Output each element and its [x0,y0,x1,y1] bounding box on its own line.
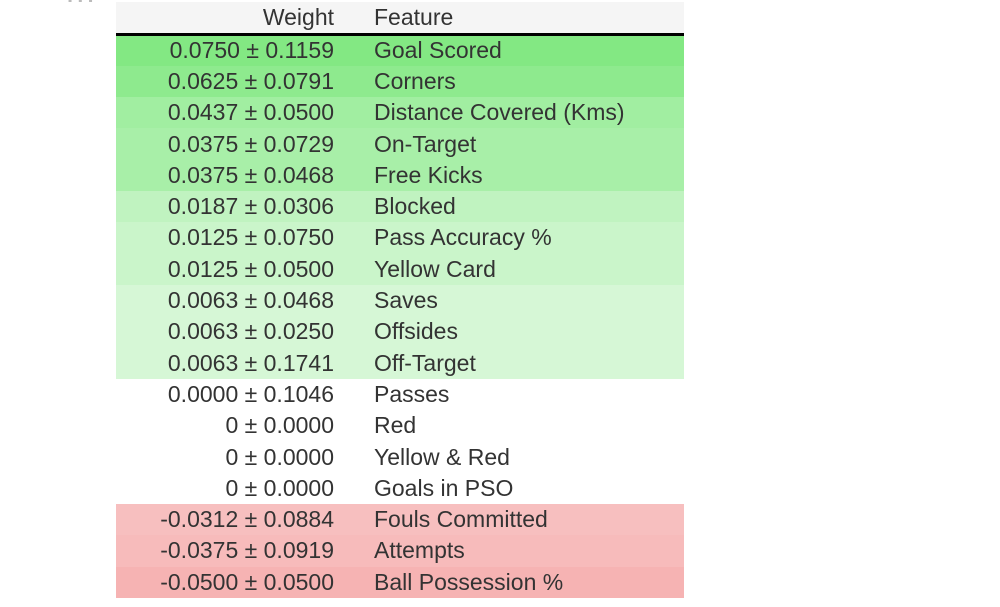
table-row: 0.0125 ± 0.0750 Pass Accuracy % [116,222,684,254]
feature-cell: Yellow & Red [374,443,510,470]
corner-marks-icon: ▪▪▪ [68,0,102,2]
table-row: 0 ± 0.0000 Yellow & Red [116,441,684,473]
weight-cell: 0.0750 ± 0.1159 [169,37,334,64]
feature-cell: Offsides [374,318,458,345]
table-row: 0.0375 ± 0.0729 On-Target [116,128,684,160]
weight-cell: 0.0437 ± 0.0500 [167,99,334,126]
weight-cell: 0.0063 ± 0.0468 [167,287,334,314]
feature-cell: Red [374,412,417,439]
weight-cell: 0.0375 ± 0.0468 [167,161,334,188]
feature-cell: Ball Possession % [374,568,564,595]
table-row: 0 ± 0.0000 Goals in PSO [116,472,684,504]
weight-cell: 0.0187 ± 0.0306 [167,193,334,220]
table-row: 0.0187 ± 0.0306 Blocked [116,190,684,223]
weight-cell: 0.0375 ± 0.0729 [167,130,334,157]
permutation-importance-table: Weight Feature 0.0750 ± 0.1159 Goal Score… [116,2,684,598]
table-row: -0.0312 ± 0.0884 Fouls Committed [116,503,684,536]
feature-cell: Goals in PSO [374,474,514,501]
table-row: 0.0375 ± 0.0468 Free Kicks [116,159,684,191]
feature-cell: Goal Scored [374,37,502,64]
weight-cell: 0 ± 0.0000 [225,474,334,501]
weight-cell: -0.0312 ± 0.0884 [160,506,334,533]
table-row: 0.0625 ± 0.0791 Corners [116,65,684,98]
feature-cell: Blocked [374,193,456,220]
weight-column-header: Weight [262,4,334,30]
weight-cell: 0.0125 ± 0.0500 [167,255,334,282]
feature-cell: Distance Covered (Kms) [374,99,625,126]
table-row: 0.0063 ± 0.0250 Offsides [116,316,684,348]
weights-table-container: Weight Feature 0.0750 ± 0.1159 Goal Score… [116,2,684,598]
table-body: 0.0750 ± 0.1159 Goal Scored 0.0625 ± 0.079… [116,34,684,598]
feature-cell: Saves [374,287,438,314]
feature-cell: Attempts [374,537,465,564]
feature-cell: Pass Accuracy % [374,224,552,251]
header-row: Weight Feature [116,2,684,35]
feature-cell: Fouls Committed [374,506,548,533]
weight-cell: -0.0375 ± 0.0919 [160,537,334,564]
feature-cell: Off-Target [374,349,476,376]
feature-cell: Corners [374,67,456,94]
weight-cell: 0.0625 ± 0.0791 [167,67,334,94]
weight-cell: 0.0063 ± 0.0250 [167,318,334,345]
table-row: 0.0125 ± 0.0500 Yellow Card [116,253,684,285]
table-row: 0.0063 ± 0.1741 Off-Target [116,347,684,379]
weight-cell: 0 ± 0.0000 [225,443,334,470]
table-row: 0.0750 ± 0.1159 Goal Scored [116,34,684,66]
table-row: 0.0063 ± 0.0468 Saves [116,284,684,317]
table-row: -0.0500 ± 0.0500 Ball Possession % [116,566,684,598]
weight-cell: 0 ± 0.0000 [225,412,334,439]
table-row: 0 ± 0.0000 Red [116,410,684,442]
table-row: -0.0375 ± 0.0919 Attempts [116,535,684,567]
weight-cell: 0.0000 ± 0.1046 [167,380,334,407]
table-header: Weight Feature [116,2,684,35]
table-row: 0.0437 ± 0.0500 Distance Covered (Kms) [116,97,684,129]
weight-cell: -0.0500 ± 0.0500 [160,568,334,595]
weight-cell: 0.0063 ± 0.1741 [167,349,334,376]
feature-column-header: Feature [374,4,454,30]
feature-cell: Free Kicks [374,161,483,188]
weight-cell: 0.0125 ± 0.0750 [167,224,334,251]
feature-cell: Yellow Card [374,255,496,282]
feature-cell: On-Target [374,130,477,157]
table-row: 0.0000 ± 0.1046 Passes [116,378,684,411]
feature-cell: Passes [374,380,450,407]
